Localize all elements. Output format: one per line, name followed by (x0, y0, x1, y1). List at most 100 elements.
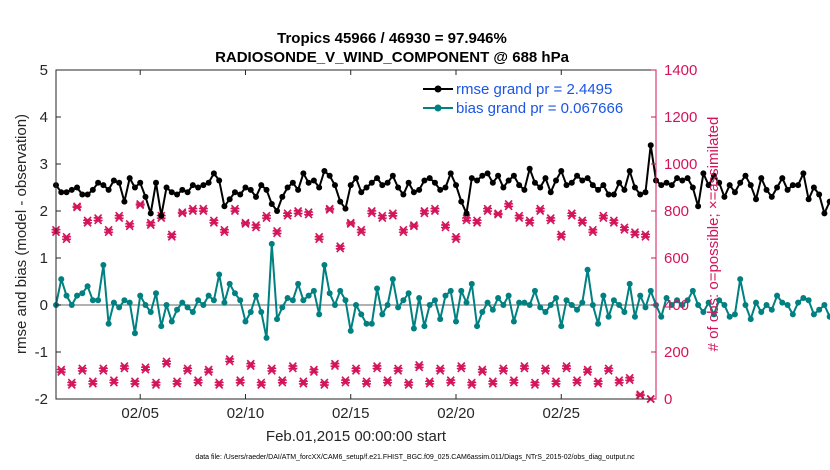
rmse-point (216, 177, 223, 184)
bias-point (379, 311, 386, 318)
bias-point (158, 323, 165, 330)
rmse-point (668, 182, 675, 189)
chart-subtitle: RADIOSONDE_V_WIND_COMPONENT @ 688 hPa (215, 49, 570, 66)
obs-assimilated-marker (393, 366, 403, 375)
bias-point (679, 302, 686, 308)
rmse-point (663, 179, 670, 186)
bias-point (384, 302, 391, 308)
rmse-point (253, 193, 259, 200)
rmse-point (374, 175, 381, 182)
bias-point (347, 327, 354, 334)
bias-point (395, 304, 402, 311)
bias-point (474, 323, 481, 330)
rmse-point (610, 191, 617, 198)
bias-point (637, 292, 644, 299)
legend: rmse grand pr = 2.4495 bias grand pr = 0… (416, 77, 646, 119)
rmse-point (510, 172, 517, 179)
obs-assimilated-marker (277, 378, 287, 387)
obs-assimilated-marker (509, 378, 519, 387)
y2-tick-label: 1000 (664, 156, 697, 173)
obs-assimilated-marker (251, 223, 261, 232)
x-tick-label: 02/10 (227, 405, 265, 422)
rmse-point (221, 203, 228, 210)
obs-assimilated-marker (451, 235, 461, 244)
rmse-point (416, 186, 423, 193)
rmse-point (358, 189, 365, 196)
obs-assimilated-marker (588, 228, 598, 237)
obs-assimilated-marker (556, 232, 566, 241)
rmse-point (631, 184, 638, 191)
rmse-point (442, 184, 449, 191)
obs-assimilated-marker (372, 364, 382, 373)
rmse-point (431, 179, 438, 186)
rmse-point (584, 175, 591, 182)
bias-point (626, 280, 633, 287)
obs-assimilated-marker (362, 379, 372, 388)
y2-tick-label: 0 (664, 391, 672, 408)
obs-assimilated-marker (593, 379, 603, 388)
y2-tick-label: 800 (664, 203, 689, 220)
obs-assimilated-marker (351, 366, 361, 375)
bias-point (731, 311, 738, 318)
bias-point (484, 299, 491, 306)
rmse-point (174, 191, 181, 198)
bias-point (410, 325, 417, 332)
bias-point (726, 313, 733, 320)
bias-point (274, 316, 281, 323)
rmse-point (547, 189, 554, 196)
bias-point (363, 320, 370, 327)
bias-point (63, 292, 70, 299)
obs-assimilated-marker (335, 244, 345, 253)
bias-point (142, 302, 149, 308)
bias-point (258, 309, 265, 316)
y2-tick-label: 400 (664, 297, 689, 314)
obs-assimilated-marker (72, 203, 82, 212)
bias-point (374, 285, 381, 292)
obs-assimilated-marker (172, 379, 182, 388)
obs-assimilated-marker (135, 201, 145, 210)
obs-assimilated-marker (267, 366, 277, 375)
obs-assimilated-marker (614, 378, 624, 387)
obs-assimilated-marker (567, 211, 577, 220)
rmse-point (637, 191, 644, 198)
x-axis-ticks: 02/05 02/10 02/15 02/20 02/25 (121, 70, 580, 422)
rmse-point (437, 186, 444, 193)
bias-point (400, 297, 407, 304)
bias-point (700, 309, 707, 316)
bias-point (437, 316, 444, 323)
rmse-point (484, 170, 491, 177)
bias-point (516, 299, 523, 306)
bias-point (621, 309, 628, 316)
obs-assimilated-marker (204, 367, 214, 377)
chart-title: Tropics 45966 / 46930 = 97.946% (277, 30, 507, 47)
bias-point (674, 297, 681, 304)
rmse-point (179, 186, 186, 193)
bias-point (184, 304, 191, 311)
obs-assimilated-marker (240, 219, 250, 228)
rmse-point (421, 177, 428, 184)
legend-rmse-label: rmse grand pr = 2.4495 (456, 81, 612, 98)
rmse-point (226, 196, 233, 203)
rmse-point (279, 193, 286, 200)
obs-assimilated-marker (635, 390, 645, 399)
obs-assimilated-marker (504, 202, 514, 211)
bias-point (116, 304, 123, 311)
y-axis-label: rmse and bias (model - observation) (13, 114, 30, 354)
rmse-point (589, 182, 596, 189)
rmse-point (168, 189, 175, 196)
bias-point (321, 262, 328, 269)
y2-axis-label: # of obs: o=possible; ×=assimilated (705, 117, 722, 352)
x-tick-label: 02/25 (542, 405, 580, 422)
obs-assimilated-marker (162, 359, 172, 368)
rmse-point (700, 170, 707, 177)
bias-point (326, 290, 333, 297)
obs-assimilated-marker (262, 213, 272, 223)
rmse-point (726, 182, 733, 189)
bias-point (179, 299, 186, 306)
bias-point (58, 276, 65, 283)
bias-point (416, 294, 423, 301)
rmse-point (595, 186, 602, 193)
obs-assimilated-marker (546, 216, 556, 225)
obs-assimilated-marker (519, 364, 529, 373)
obs-assimilated-marker (577, 218, 587, 227)
